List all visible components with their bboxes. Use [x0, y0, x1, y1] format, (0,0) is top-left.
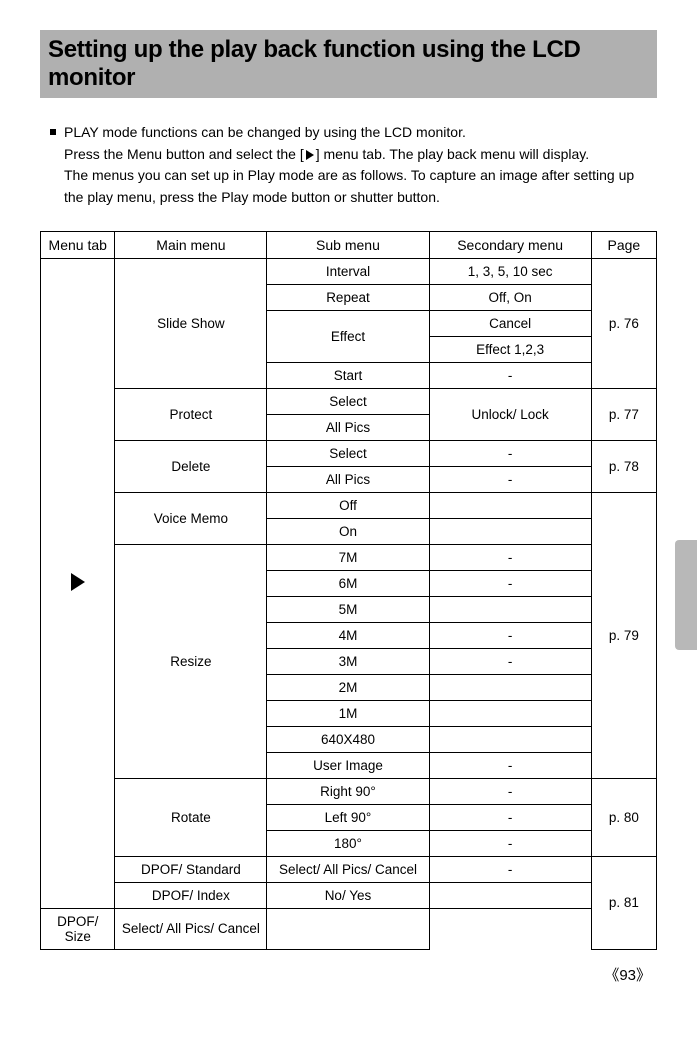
sec-effect-123: Effect 1,2,3: [429, 336, 591, 362]
main-resize: Resize: [115, 544, 267, 778]
main-dpof-size: DPOF/ Size: [41, 908, 115, 949]
main-voice-memo: Voice Memo: [115, 492, 267, 544]
page-resize: p. 79: [591, 492, 656, 778]
main-dpof-standard: DPOF/ Standard: [115, 856, 267, 882]
col-secondary-menu: Secondary menu: [429, 231, 591, 258]
side-tab: [675, 540, 697, 650]
sub-5m: 5M: [267, 596, 429, 622]
table-row: Delete Select - p. 78: [41, 440, 657, 466]
sub-7m: 7M: [267, 544, 429, 570]
page-title: Setting up the play back function using …: [48, 36, 649, 92]
sub-repeat: Repeat: [267, 284, 429, 310]
page-dpof: p. 81: [591, 856, 656, 949]
sec-left90: -: [429, 804, 591, 830]
main-rotate: Rotate: [115, 778, 267, 856]
sec-7m: -: [429, 544, 591, 570]
main-dpof-index: DPOF/ Index: [115, 882, 267, 908]
sub-dpof-index: No/ Yes: [267, 882, 429, 908]
sub-interval: Interval: [267, 258, 429, 284]
sub-delete-select: Select: [267, 440, 429, 466]
table-row: Protect Select Unlock/ Lock p. 77: [41, 388, 657, 414]
sub-left90: Left 90°: [267, 804, 429, 830]
sec-repeat: Off, On: [429, 284, 591, 310]
sec-3m: -: [429, 648, 591, 674]
table-row: DPOF/ Standard Select/ All Pics/ Cancel …: [41, 856, 657, 882]
sec-delete-all: -: [429, 466, 591, 492]
table-row: Rotate Right 90° - p. 80: [41, 778, 657, 804]
sub-1m: 1M: [267, 700, 429, 726]
sec-dpof-index: [429, 882, 591, 908]
sec-1m: [429, 700, 591, 726]
sec-user-image: -: [429, 752, 591, 778]
main-slide-show: Slide Show: [115, 258, 267, 388]
table-row: Slide Show Interval 1, 3, 5, 10 sec p. 7…: [41, 258, 657, 284]
intro-line2a: Press the Menu button and select the [: [64, 146, 304, 162]
sub-effect: Effect: [267, 310, 429, 362]
intro-text: PLAY mode functions can be changed by us…: [40, 122, 657, 209]
intro-line1: PLAY mode functions can be changed by us…: [64, 124, 466, 140]
sub-dpof-standard: Select/ All Pics/ Cancel: [267, 856, 429, 882]
col-page: Page: [591, 231, 656, 258]
intro-line2b: ] menu tab. The play back menu will disp…: [316, 146, 589, 162]
sec-5m: [429, 596, 591, 622]
table-row: DPOF/ Index No/ Yes: [41, 882, 657, 908]
sec-voice-off: [429, 492, 591, 518]
table-row: DPOF/ Size Select/ All Pics/ Cancel: [41, 908, 657, 949]
sec-dpof-standard: -: [429, 856, 591, 882]
table-header-row: Menu tab Main menu Sub menu Secondary me…: [41, 231, 657, 258]
sec-start: -: [429, 362, 591, 388]
main-delete: Delete: [115, 440, 267, 492]
playback-menu-table: Menu tab Main menu Sub menu Secondary me…: [40, 231, 657, 950]
sub-4m: 4M: [267, 622, 429, 648]
sec-6m: -: [429, 570, 591, 596]
sub-protect-select: Select: [267, 388, 429, 414]
sec-voice-on: [429, 518, 591, 544]
sub-dpof-size: Select/ All Pics/ Cancel: [115, 908, 267, 949]
title-bar: Setting up the play back function using …: [40, 30, 657, 98]
sec-protect: Unlock/ Lock: [429, 388, 591, 440]
col-menu-tab: Menu tab: [41, 231, 115, 258]
sub-640: 640X480: [267, 726, 429, 752]
sec-delete-select: -: [429, 440, 591, 466]
sub-start: Start: [267, 362, 429, 388]
page-protect: p. 77: [591, 388, 656, 440]
col-sub-menu: Sub menu: [267, 231, 429, 258]
page-number: 《93》: [40, 964, 657, 985]
sub-right90: Right 90°: [267, 778, 429, 804]
page-rotate: p. 80: [591, 778, 656, 856]
page-slide-show: p. 76: [591, 258, 656, 388]
sec-effect-cancel: Cancel: [429, 310, 591, 336]
sub-voice-off: Off: [267, 492, 429, 518]
sec-4m: -: [429, 622, 591, 648]
sec-right90: -: [429, 778, 591, 804]
sub-6m: 6M: [267, 570, 429, 596]
intro-line3: The menus you can set up in Play mode ar…: [64, 167, 634, 183]
bullet-icon: [50, 129, 56, 135]
sub-180: 180°: [267, 830, 429, 856]
sub-3m: 3M: [267, 648, 429, 674]
play-triangle-icon: [71, 573, 85, 591]
sub-2m: 2M: [267, 674, 429, 700]
sub-protect-all: All Pics: [267, 414, 429, 440]
play-triangle-icon: [306, 150, 314, 160]
page-delete: p. 78: [591, 440, 656, 492]
sub-voice-on: On: [267, 518, 429, 544]
sub-user-image: User Image: [267, 752, 429, 778]
sec-180: -: [429, 830, 591, 856]
main-protect: Protect: [115, 388, 267, 440]
sub-delete-all: All Pics: [267, 466, 429, 492]
menu-tab-cell: [41, 258, 115, 908]
sec-640: [429, 726, 591, 752]
col-main-menu: Main menu: [115, 231, 267, 258]
table-row: Resize 7M -: [41, 544, 657, 570]
sec-2m: [429, 674, 591, 700]
sec-dpof-size: [267, 908, 429, 949]
intro-line4: the play menu, press the Play mode butto…: [64, 189, 440, 205]
sec-interval: 1, 3, 5, 10 sec: [429, 258, 591, 284]
table-row: Voice Memo Off p. 79: [41, 492, 657, 518]
